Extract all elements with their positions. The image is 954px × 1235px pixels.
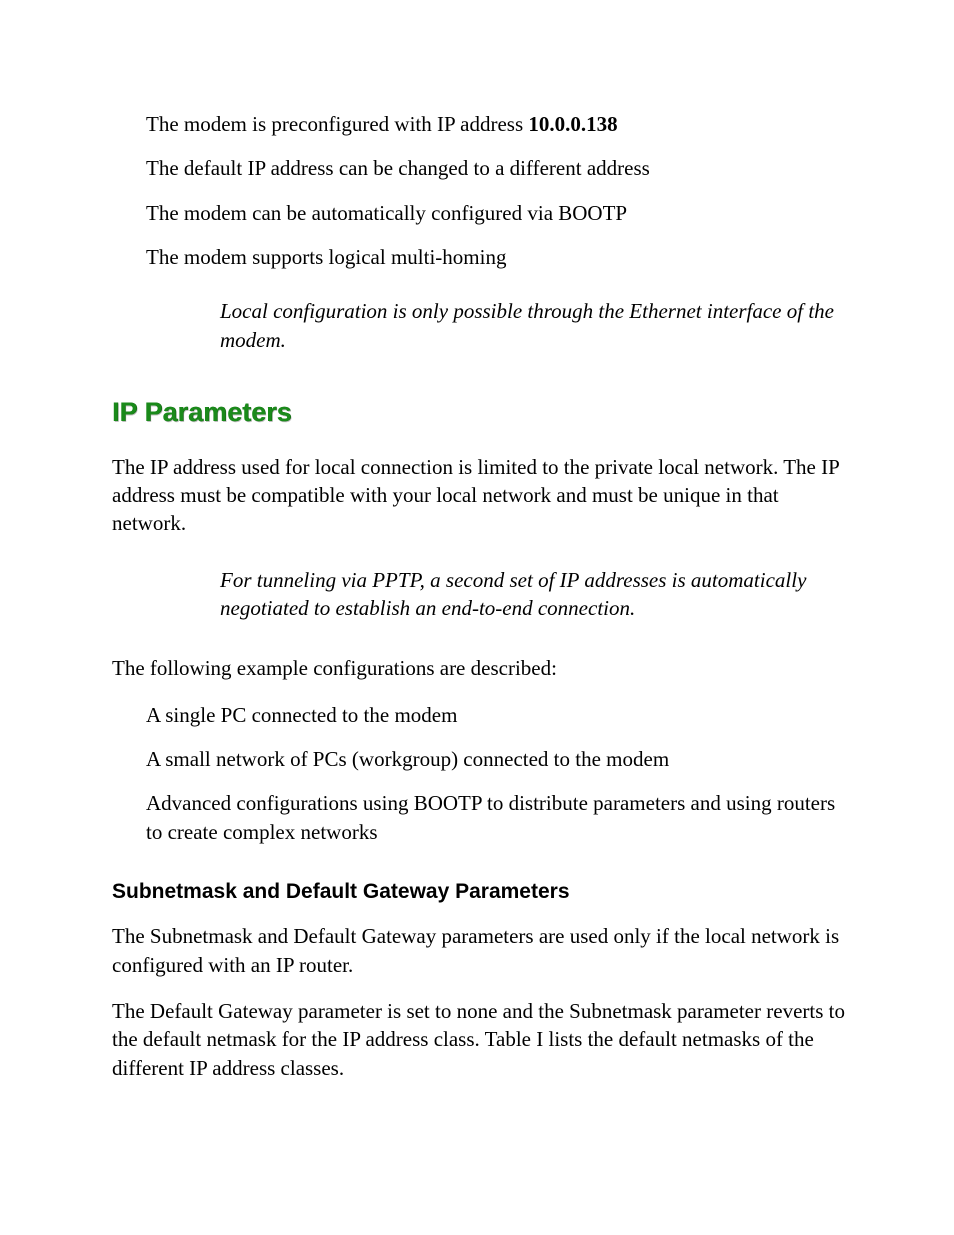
note-pptp: For tunneling via PPTP, a second set of … [112,556,854,633]
config-bullet-list: A single PC connected to the modem A sma… [112,701,854,846]
heading-ip-parameters: IP Parameters [112,394,854,430]
heading-subnetmask: Subnetmask and Default Gateway Parameter… [112,878,854,906]
subnet-paragraph-2: The Default Gateway parameter is set to … [112,997,854,1082]
note-pptp-text: For tunneling via PPTP, a second set of … [220,566,854,623]
document-page: The modem is preconfigured with IP addre… [0,0,954,1235]
intro-bullet-1-prefix: The modem is preconfigured with IP addre… [146,112,528,136]
config-bullet-3: Advanced configurations using BOOTP to d… [146,789,854,846]
intro-bullet-1-ip: 10.0.0.138 [528,112,617,136]
intro-bullet-1: The modem is preconfigured with IP addre… [146,110,854,138]
ip-paragraph-2: The following example configurations are… [112,654,854,682]
intro-bullet-3: The modem can be automatically configure… [146,199,854,227]
note-local-config: Local configuration is only possible thr… [112,287,854,364]
ip-paragraph-1: The IP address used for local connection… [112,453,854,538]
subnet-paragraph-1: The Subnetmask and Default Gateway param… [112,922,854,979]
intro-bullet-list: The modem is preconfigured with IP addre… [112,110,854,271]
intro-bullet-2: The default IP address can be changed to… [146,154,854,182]
intro-bullet-4: The modem supports logical multi-homing [146,243,854,271]
config-bullet-2: A small network of PCs (workgroup) conne… [146,745,854,773]
note-local-config-text: Local configuration is only possible thr… [220,297,854,354]
config-bullet-1: A single PC connected to the modem [146,701,854,729]
